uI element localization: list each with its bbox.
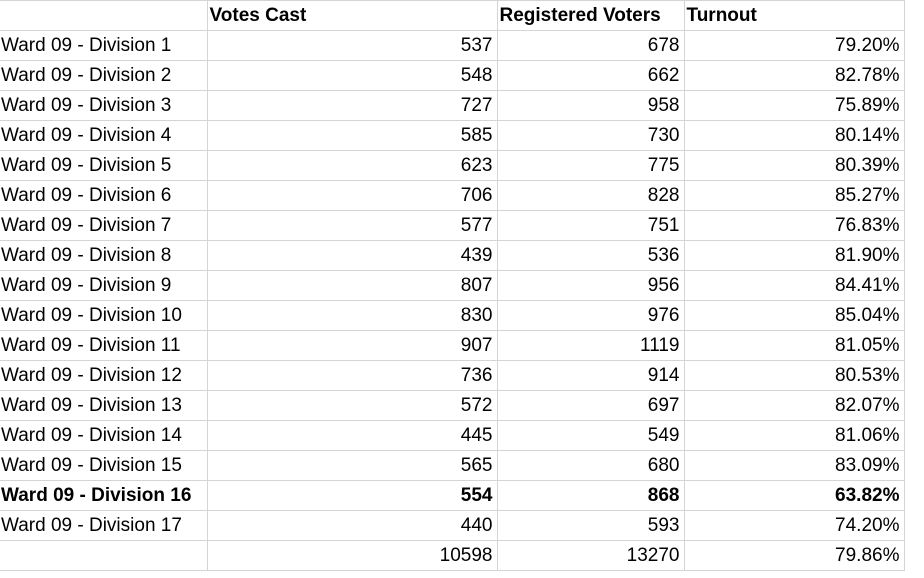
cell-registered-voters[interactable]: 775 — [497, 150, 685, 181]
cell-registered-voters[interactable]: 914 — [497, 360, 685, 391]
cell-votes-cast[interactable]: 554 — [207, 480, 498, 511]
table-row: Ward 09 - Division 16 554 868 63.82% — [0, 480, 905, 511]
table-row: Ward 09 - Division 3 727 958 75.89% — [0, 90, 905, 121]
cell-votes-cast[interactable]: 537 — [207, 30, 498, 61]
cell-turnout[interactable]: 81.06% — [684, 420, 905, 451]
cell-division-name[interactable]: Ward 09 - Division 10 — [0, 300, 208, 331]
cell-division-name[interactable]: Ward 09 - Division 8 — [0, 240, 208, 271]
cell-division-name[interactable]: Ward 09 - Division 14 — [0, 420, 208, 451]
cell-votes-cast[interactable]: 572 — [207, 390, 498, 421]
cell-turnout[interactable]: 81.90% — [684, 240, 905, 271]
cell-turnout[interactable]: 80.53% — [684, 360, 905, 391]
cell-registered-voters[interactable]: 697 — [497, 390, 685, 421]
header-row: Votes Cast Registered Voters Turnout — [0, 0, 905, 31]
cell-votes-cast[interactable]: 706 — [207, 180, 498, 211]
header-cell-registered-voters[interactable]: Registered Voters — [497, 0, 685, 31]
cell-registered-voters[interactable]: 730 — [497, 120, 685, 151]
grid-body: Votes Cast Registered Voters Turnout War… — [0, 0, 905, 571]
cell-registered-voters[interactable]: 680 — [497, 450, 685, 481]
cell-division-name[interactable]: Ward 09 - Division 4 — [0, 120, 208, 151]
cell-votes-cast[interactable]: 548 — [207, 60, 498, 91]
header-cell-votes-cast[interactable]: Votes Cast — [207, 0, 498, 31]
cell-turnout[interactable]: 82.07% — [684, 390, 905, 421]
cell-votes-cast[interactable]: 585 — [207, 120, 498, 151]
table-row: Ward 09 - Division 12 736 914 80.53% — [0, 360, 905, 391]
cell-turnout[interactable]: 76.83% — [684, 210, 905, 241]
table-row: Ward 09 - Division 9 807 956 84.41% — [0, 270, 905, 301]
totals-row: 10598 13270 79.86% — [0, 540, 905, 571]
cell-division-name[interactable]: Ward 09 - Division 17 — [0, 510, 208, 541]
cell-registered-voters[interactable]: 662 — [497, 60, 685, 91]
cell-registered-voters[interactable]: 593 — [497, 510, 685, 541]
table-row: Ward 09 - Division 15 565 680 83.09% — [0, 450, 905, 481]
cell-division-name[interactable]: Ward 09 - Division 7 — [0, 210, 208, 241]
table-row: Ward 09 - Division 2 548 662 82.78% — [0, 60, 905, 91]
cell-votes-cast[interactable]: 807 — [207, 270, 498, 301]
cell-votes-cast[interactable]: 830 — [207, 300, 498, 331]
table-row: Ward 09 - Division 13 572 697 82.07% — [0, 390, 905, 421]
cell-division-name[interactable]: Ward 09 - Division 13 — [0, 390, 208, 421]
cell-votes-cast[interactable]: 565 — [207, 450, 498, 481]
cell-registered-voters[interactable]: 678 — [497, 30, 685, 61]
table-row: Ward 09 - Division 5 623 775 80.39% — [0, 150, 905, 181]
cell-votes-cast[interactable]: 907 — [207, 330, 498, 361]
cell-registered-voters[interactable]: 956 — [497, 270, 685, 301]
cell-division-name[interactable]: Ward 09 - Division 2 — [0, 60, 208, 91]
cell-turnout[interactable]: 82.78% — [684, 60, 905, 91]
cell-registered-voters[interactable]: 751 — [497, 210, 685, 241]
cell-division-name[interactable]: Ward 09 - Division 11 — [0, 330, 208, 361]
header-cell-turnout[interactable]: Turnout — [684, 0, 905, 31]
cell-division-name[interactable]: Ward 09 - Division 9 — [0, 270, 208, 301]
table-row: Ward 09 - Division 10 830 976 85.04% — [0, 300, 905, 331]
cell-division-name[interactable]: Ward 09 - Division 3 — [0, 90, 208, 121]
total-cell-votes-cast[interactable]: 10598 — [207, 540, 498, 571]
table-row: Ward 09 - Division 6 706 828 85.27% — [0, 180, 905, 211]
table-row: Ward 09 - Division 11 907 1119 81.05% — [0, 330, 905, 361]
cell-registered-voters[interactable]: 958 — [497, 90, 685, 121]
table-row: Ward 09 - Division 1 537 678 79.20% — [0, 30, 905, 61]
cell-votes-cast[interactable]: 736 — [207, 360, 498, 391]
cell-division-name[interactable]: Ward 09 - Division 6 — [0, 180, 208, 211]
table-row: Ward 09 - Division 14 445 549 81.06% — [0, 420, 905, 451]
cell-division-name[interactable]: Ward 09 - Division 16 — [0, 480, 208, 511]
cell-votes-cast[interactable]: 577 — [207, 210, 498, 241]
cell-registered-voters[interactable]: 976 — [497, 300, 685, 331]
cell-turnout[interactable]: 84.41% — [684, 270, 905, 301]
cell-turnout[interactable]: 85.04% — [684, 300, 905, 331]
cell-registered-voters[interactable]: 536 — [497, 240, 685, 271]
total-cell-registered-voters[interactable]: 13270 — [497, 540, 685, 571]
table-row: Ward 09 - Division 17 440 593 74.20% — [0, 510, 905, 541]
cell-votes-cast[interactable]: 727 — [207, 90, 498, 121]
cell-turnout[interactable]: 83.09% — [684, 450, 905, 481]
total-cell-turnout[interactable]: 79.86% — [684, 540, 905, 571]
cell-registered-voters[interactable]: 549 — [497, 420, 685, 451]
cell-turnout[interactable]: 79.20% — [684, 30, 905, 61]
cell-registered-voters[interactable]: 868 — [497, 480, 685, 511]
table-row: Ward 09 - Division 8 439 536 81.90% — [0, 240, 905, 271]
cell-votes-cast[interactable]: 623 — [207, 150, 498, 181]
cell-registered-voters[interactable]: 828 — [497, 180, 685, 211]
cell-votes-cast[interactable]: 445 — [207, 420, 498, 451]
cell-division-name[interactable]: Ward 09 - Division 5 — [0, 150, 208, 181]
cell-registered-voters[interactable]: 1119 — [497, 330, 685, 361]
cell-turnout[interactable]: 80.14% — [684, 120, 905, 151]
table-row: Ward 09 - Division 4 585 730 80.14% — [0, 120, 905, 151]
table-row: Ward 09 - Division 7 577 751 76.83% — [0, 210, 905, 241]
cell-turnout[interactable]: 63.82% — [684, 480, 905, 511]
cell-votes-cast[interactable]: 440 — [207, 510, 498, 541]
total-cell-division-name[interactable] — [0, 540, 208, 571]
cell-turnout[interactable]: 80.39% — [684, 150, 905, 181]
cell-turnout[interactable]: 74.20% — [684, 510, 905, 541]
cell-votes-cast[interactable]: 439 — [207, 240, 498, 271]
cell-division-name[interactable]: Ward 09 - Division 12 — [0, 360, 208, 391]
cell-turnout[interactable]: 85.27% — [684, 180, 905, 211]
cell-turnout[interactable]: 75.89% — [684, 90, 905, 121]
spreadsheet-grid: Votes Cast Registered Voters Turnout War… — [0, 0, 905, 571]
cell-division-name[interactable]: Ward 09 - Division 15 — [0, 450, 208, 481]
cell-division-name[interactable]: Ward 09 - Division 1 — [0, 30, 208, 61]
cell-turnout[interactable]: 81.05% — [684, 330, 905, 361]
header-cell-name[interactable] — [0, 0, 208, 31]
